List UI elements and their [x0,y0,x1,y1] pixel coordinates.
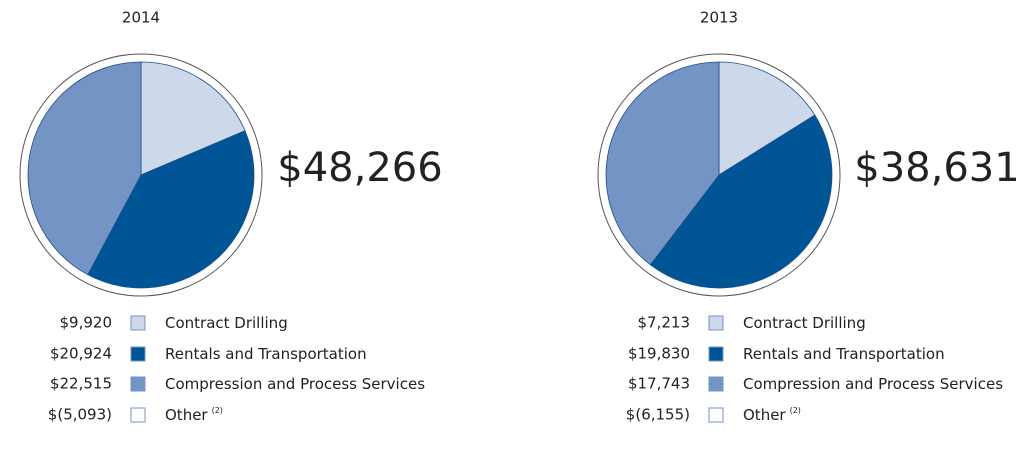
total-label: $48,266 [277,145,442,191]
legend-swatch [708,407,724,423]
legend-swatch [130,376,146,392]
legend-label: Contract Drilling [743,314,866,332]
pie-slice [605,61,720,266]
legend-swatch [130,315,146,331]
legend-value: $9,920 [60,314,113,332]
legend-label: Compression and Process Services [165,375,425,393]
legend-category: Other [165,406,208,424]
legend-swatch [130,346,146,362]
pie-slice [87,130,255,289]
legend-value: $22,515 [50,375,112,393]
chart-title: 2013 [700,9,738,27]
legend-label: Other (2) [165,406,223,424]
legend-value: $(5,093) [48,406,112,424]
pie-slice [140,61,246,176]
legend-value: $(6,155) [626,406,690,424]
legend-value: $7,213 [638,314,691,332]
legend-label: Rentals and Transportation [743,345,945,363]
legend-swatch [708,346,724,362]
legend-category: Compression and Process Services [743,375,1003,393]
legend-label: Other (2) [743,406,801,424]
legend-value: $19,830 [628,345,690,363]
legend-category: Rentals and Transportation [743,345,945,363]
legend-category: Other [743,406,786,424]
legend-swatch [130,407,146,423]
legend-value: $20,924 [50,345,112,363]
total-label: $38,631 [854,145,1016,191]
legend-value: $17,743 [628,375,690,393]
legend-swatch [708,315,724,331]
pie-slice [718,61,816,176]
pie-slice [27,61,142,276]
pie-slice [649,114,833,289]
legend-label: Compression and Process Services [743,375,1003,393]
legend-category: Rentals and Transportation [165,345,367,363]
legend-category: Compression and Process Services [165,375,425,393]
legend-swatch [708,376,724,392]
legend-category: Contract Drilling [743,314,866,332]
legend-label: Contract Drilling [165,314,288,332]
legend-category: Contract Drilling [165,314,288,332]
chart-title: 2014 [122,9,160,27]
legend-note: (2) [790,406,801,415]
legend-label: Rentals and Transportation [165,345,367,363]
legend-note: (2) [212,406,223,415]
